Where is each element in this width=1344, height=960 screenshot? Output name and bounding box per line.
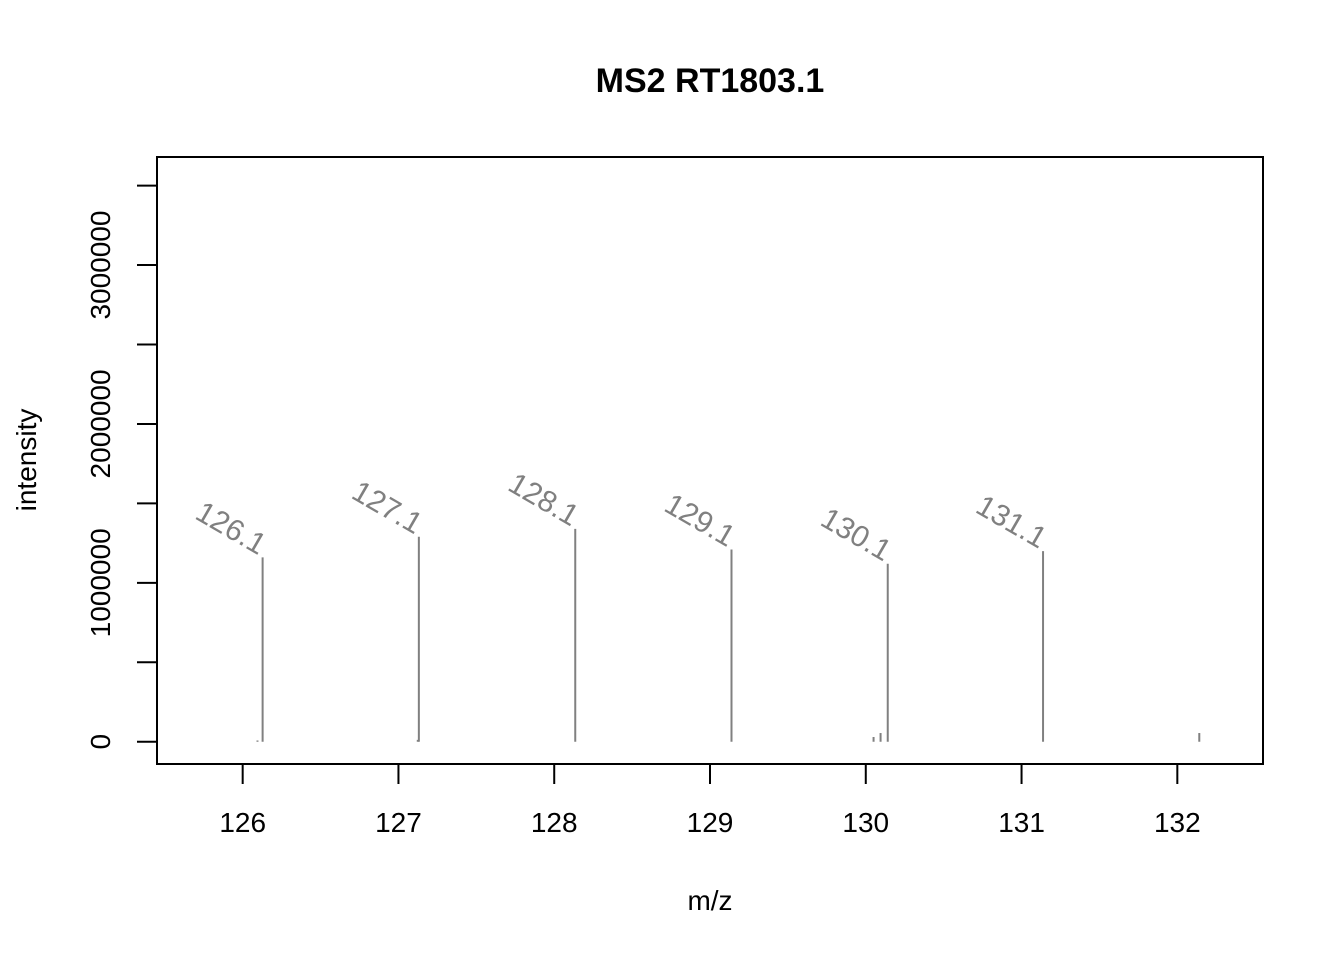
y-tick-label: 0	[85, 734, 116, 750]
x-tick-label: 131	[998, 807, 1045, 838]
peak-label: 129.1	[659, 487, 741, 553]
x-tick-label: 128	[531, 807, 578, 838]
y-tick-label: 1000000	[85, 528, 116, 637]
x-tick-label: 129	[687, 807, 734, 838]
chart-title: MS2 RT1803.1	[596, 62, 825, 100]
y-axis-label: intensity	[11, 409, 42, 512]
y-tick-label: 3000000	[85, 211, 116, 320]
x-axis-label: m/z	[687, 885, 732, 916]
peak-label: 127.1	[346, 475, 428, 541]
x-tick-label: 130	[842, 807, 889, 838]
x-tick-label: 127	[375, 807, 422, 838]
peak-label: 128.1	[503, 467, 585, 533]
plot-frame	[156, 156, 1264, 765]
peak-label: 126.1	[190, 495, 272, 561]
peak-labels: 126.1 127.1 128.1 129.1 130.1 131.1	[190, 467, 1052, 568]
x-tick-label: 126	[219, 807, 266, 838]
x-tick-label: 132	[1154, 807, 1201, 838]
peaks	[256, 528, 1201, 742]
y-tick-label: 2000000	[85, 369, 116, 478]
y-axis: 0 1000000 2000000 3000000	[85, 184, 158, 750]
x-axis: 126 127 128 129 130 131 132	[219, 763, 1201, 838]
peak-label: 131.1	[971, 489, 1053, 555]
peak-label: 130.1	[815, 502, 897, 568]
